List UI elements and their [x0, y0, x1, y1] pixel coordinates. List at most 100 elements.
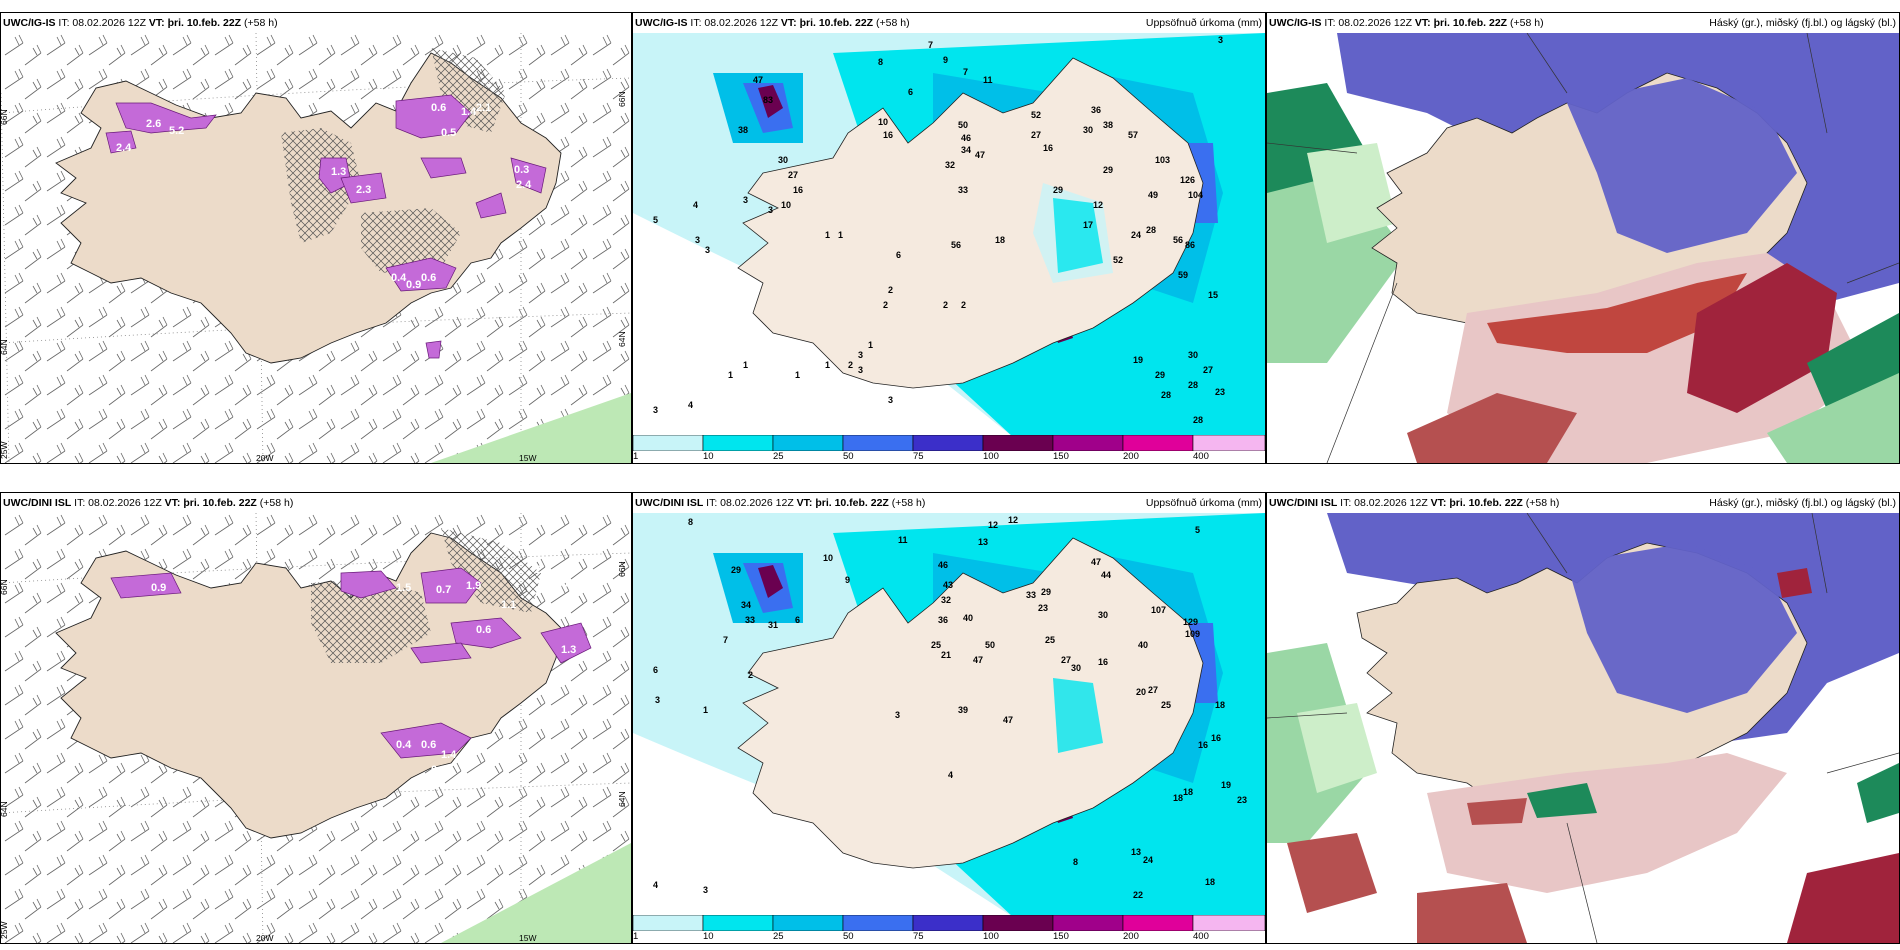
- iceland-landmass: [737, 537, 1204, 869]
- colorbar-tick: 150: [1053, 931, 1069, 942]
- svg-text:20W: 20W: [256, 933, 273, 943]
- snowfall-shading: [105, 94, 547, 359]
- svg-text:1: 1: [743, 360, 748, 370]
- svg-text:3: 3: [655, 695, 660, 705]
- svg-text:47: 47: [973, 655, 983, 665]
- svg-text:6: 6: [908, 87, 913, 97]
- panel-title: UWC/DINI ISL IT: 08.02.2026 12Z VT: þri.…: [635, 497, 926, 509]
- svg-text:33: 33: [745, 615, 755, 625]
- svg-text:0.9: 0.9: [151, 582, 166, 594]
- colorbar-segment: [772, 915, 844, 931]
- svg-text:64N: 64N: [1, 339, 9, 355]
- svg-text:7: 7: [928, 40, 933, 50]
- panel-title: UWC/IG-IS IT: 08.02.2026 12Z VT: þri. 10…: [635, 17, 910, 29]
- svg-text:0.6: 0.6: [476, 624, 491, 636]
- svg-text:30: 30: [1188, 350, 1198, 360]
- colorbar-tick: 50: [843, 451, 854, 462]
- precipitation-map-panel-dini: UWC/DINI ISL IT: 08.02.2026 12Z VT: þri.…: [632, 492, 1266, 944]
- svg-text:0.4: 0.4: [556, 579, 572, 591]
- svg-text:18: 18: [995, 235, 1005, 245]
- panel-field-label: Uppsöfnuð úrkoma (mm): [1145, 17, 1262, 29]
- svg-text:25W: 25W: [1, 442, 9, 459]
- panel-title: UWC/DINI ISL IT: 08.02.2026 12Z VT: þri.…: [3, 497, 294, 509]
- svg-text:13: 13: [978, 537, 988, 547]
- svg-text:66N: 66N: [1, 109, 9, 125]
- colorbar-tick: 25: [773, 451, 784, 462]
- svg-text:30: 30: [1071, 663, 1081, 673]
- svg-text:0.6: 0.6: [421, 739, 436, 751]
- svg-text:3: 3: [653, 405, 658, 415]
- svg-text:64N: 64N: [617, 331, 627, 347]
- svg-text:30: 30: [1098, 610, 1108, 620]
- colorbar-tick: 50: [843, 931, 854, 942]
- svg-text:0.3: 0.3: [431, 764, 446, 776]
- svg-text:18: 18: [1205, 877, 1215, 887]
- colorbar-tick: 75: [913, 451, 924, 462]
- svg-text:18: 18: [1183, 787, 1193, 797]
- svg-text:23: 23: [1237, 795, 1247, 805]
- colorbar-tick: 100: [983, 451, 999, 462]
- svg-text:1.4: 1.4: [461, 106, 477, 118]
- panel-title: UWC/IG-IS IT: 08.02.2026 12Z VT: þri. 10…: [1269, 17, 1544, 29]
- colorbar-segment: [982, 435, 1054, 451]
- svg-text:66N: 66N: [617, 91, 627, 107]
- svg-text:47: 47: [975, 150, 985, 160]
- svg-text:2.3: 2.3: [356, 184, 371, 196]
- svg-text:1: 1: [868, 340, 873, 350]
- colorbar-segment: [772, 435, 844, 451]
- snow-wind-map: 0.9 1.5 0.7 1.9 0.4 2.4 0.6 0.4 0.6 1.4 …: [1, 513, 631, 943]
- svg-text:10: 10: [878, 117, 888, 127]
- colorbar-tick: 10: [703, 931, 714, 942]
- svg-text:28: 28: [1188, 380, 1198, 390]
- svg-text:34: 34: [741, 600, 751, 610]
- colorbar-segment: [633, 915, 704, 931]
- svg-text:20: 20: [1136, 687, 1146, 697]
- svg-text:64N: 64N: [617, 791, 627, 807]
- svg-text:49: 49: [1148, 190, 1158, 200]
- svg-text:1.9: 1.9: [466, 580, 481, 592]
- svg-text:32: 32: [945, 160, 955, 170]
- svg-text:12: 12: [1093, 200, 1103, 210]
- svg-text:18: 18: [1215, 700, 1225, 710]
- svg-text:4: 4: [688, 400, 693, 410]
- svg-text:4: 4: [653, 880, 658, 890]
- colorbar-tick: 75: [913, 931, 924, 942]
- precipitation-map-panel-igis: UWC/IG-IS IT: 08.02.2026 12Z VT: þri. 10…: [632, 12, 1266, 464]
- snow-amount-labels: 2.6 5.2 2.4 0.6 1.4 2.1 0.5 1.3 2.3 0.3 …: [116, 102, 532, 291]
- svg-text:107: 107: [1151, 605, 1166, 615]
- snow-wind-map-panel-igis: UWC/IG-IS IT: 08.02.2026 12Z VT: þri. 10…: [0, 12, 632, 464]
- colorbar-tick: 100: [983, 931, 999, 942]
- svg-text:12: 12: [1008, 515, 1018, 525]
- svg-text:27: 27: [1148, 685, 1158, 695]
- precip-value-labels: 47 83 38 30 27 16 10 3 4 5 3 3 3 1 1 2 6…: [653, 35, 1225, 425]
- svg-text:29: 29: [731, 565, 741, 575]
- panel-title: UWC/IG-IS IT: 08.02.2026 12Z VT: þri. 10…: [3, 17, 278, 29]
- svg-text:50: 50: [985, 640, 995, 650]
- svg-text:86: 86: [1185, 240, 1195, 250]
- svg-text:27: 27: [1031, 130, 1041, 140]
- svg-text:11: 11: [983, 75, 993, 85]
- colorbar-tick: 200: [1123, 451, 1139, 462]
- svg-text:1: 1: [838, 230, 843, 240]
- svg-text:10: 10: [781, 200, 791, 210]
- svg-text:66N: 66N: [1, 579, 9, 595]
- svg-text:52: 52: [1113, 255, 1123, 265]
- svg-text:59: 59: [1178, 270, 1188, 280]
- svg-text:46: 46: [961, 133, 971, 143]
- svg-text:31: 31: [768, 620, 778, 630]
- svg-text:3: 3: [858, 350, 863, 360]
- svg-text:29: 29: [1053, 185, 1063, 195]
- svg-text:39: 39: [958, 705, 968, 715]
- colorbar-segment: [633, 435, 704, 451]
- colorbar-segment: [912, 435, 984, 451]
- svg-text:6: 6: [653, 665, 658, 675]
- svg-text:50: 50: [958, 120, 968, 130]
- svg-text:29: 29: [1041, 587, 1051, 597]
- svg-text:1: 1: [825, 360, 830, 370]
- svg-text:4: 4: [948, 770, 953, 780]
- svg-text:36: 36: [938, 615, 948, 625]
- svg-text:28: 28: [1146, 225, 1156, 235]
- svg-text:30: 30: [778, 155, 788, 165]
- svg-text:44: 44: [1101, 570, 1111, 580]
- svg-text:12: 12: [988, 520, 998, 530]
